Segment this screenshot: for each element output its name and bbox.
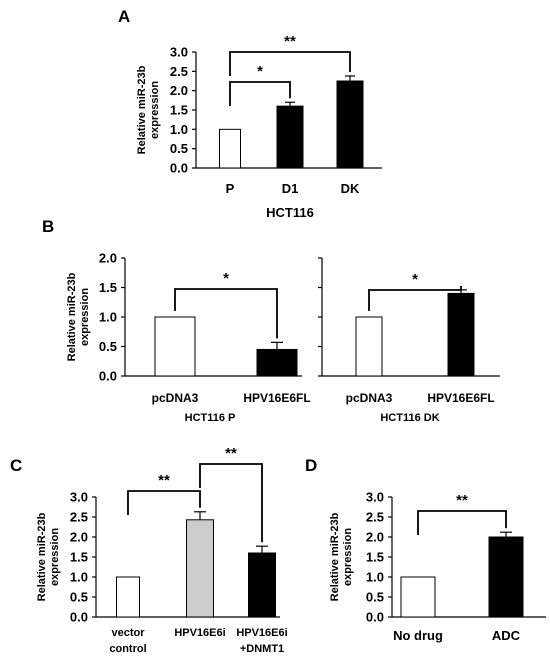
significance-bracket [417,510,507,535]
panel-d: D Relative miR-23bexpression 0.0 0.5 1.0 1.5 2… [305,456,546,643]
x-category-label: DK [341,181,360,196]
y-tick-label: 3.0 [170,45,188,60]
y-axis-title-line: Relative miR-23b [136,65,148,154]
bar [400,576,436,618]
bar [154,316,196,377]
x-category-label: HPV16E6FL [243,391,310,405]
bar [488,536,524,618]
x-category-label: HPV16E6i [236,627,287,639]
y-tick-label: 1.0 [99,310,117,325]
x-axis-title: HCT116 [266,205,314,220]
y-axis-title: Relative miR-23bexpression [136,65,161,154]
x-category-label: control [109,643,146,655]
significance-label: ** [158,472,170,489]
y-tick-label: 0.5 [99,339,117,354]
y-tick-label: 2.5 [170,64,188,79]
x-axis-title: HCT116 P [185,412,236,424]
y-axis-title-line: expression [79,288,91,346]
panel-letter: A [118,7,130,26]
panel-a: A Relative miR-23bexpression 0.0 0.5 1.0 1.5 2… [118,7,382,220]
y-tick-label: 2.0 [99,251,117,266]
x-category-label: P [226,181,235,196]
significance-label: ** [456,492,468,509]
x-category-label: +DNMT1 [240,643,284,655]
y-axis-title-line: expression [342,528,354,586]
significance-label: * [257,63,263,80]
y-tick-label: 0.0 [99,369,117,384]
y-tick-label: 1.5 [366,550,384,565]
y-tick-label: 0.0 [70,610,88,625]
x-category-label: vector [111,627,145,639]
y-tick-label: 3.0 [366,490,384,505]
y-tick-label: 1.5 [170,103,188,118]
y-tick-label: 0.0 [366,610,384,625]
y-axis-title-line: expression [149,81,161,139]
bar [355,316,383,377]
significance-bracket [229,81,291,106]
y-tick-label: 2.5 [70,510,88,525]
y-tick-label: 2.0 [170,83,188,98]
y-tick-label: 2.0 [366,530,384,545]
panel-c: C Relative miR-23bexpression 0.0 0.5 1.0 1.5 2… [10,445,288,655]
y-tick-label: 2.0 [70,530,88,545]
significance-bracket [368,285,462,311]
y-axis-title: Relative miR-23bexpression [36,512,61,601]
x-category-label: No drug [393,628,443,643]
y-tick-label: 0.0 [170,161,188,176]
x-category-label: D1 [282,181,299,196]
y-tick-label: 1.5 [70,550,88,565]
y-tick-label: 3.0 [70,490,88,505]
panel-b: B Relative miR-23bexpression 0.0 0.5 1.0 1.5 2… [42,217,500,424]
bar [219,128,241,169]
bar [276,105,304,169]
bar [256,348,298,377]
panel-letter: B [42,217,54,236]
y-tick-label: 1.5 [99,280,117,295]
y-axis-title-line: Relative miR-23b [36,512,48,601]
bar [336,80,364,169]
y-axis-title-line: Relative miR-23b [66,272,78,361]
panel-letter: D [305,456,317,475]
x-category-label: pcDNA3 [346,391,393,405]
x-category-label: ADC [492,628,521,643]
y-tick-label: 0.5 [170,141,188,156]
significance-label: * [412,271,418,288]
y-tick-label: 1.0 [366,570,384,585]
significance-label: ** [284,33,296,50]
significance-label: ** [225,445,237,462]
significance-bracket [127,490,201,515]
y-axis-title: Relative miR-23bexpression [329,512,354,601]
y-tick-label: 1.0 [70,570,88,585]
y-axis-title-line: Relative miR-23b [329,512,341,601]
panel-letter: C [10,456,22,475]
bar [186,519,214,618]
bar [248,552,276,618]
significance-bracket [174,288,278,339]
y-axis-title: Relative miR-23bexpression [66,272,91,361]
bar [116,576,140,618]
significance-bracket [199,463,263,543]
x-category-label: HPV16E6i [174,627,225,639]
significance-label: * [223,270,229,287]
bar [447,292,475,377]
y-tick-label: 1.0 [170,122,188,137]
significance-bracket [229,51,351,76]
y-tick-label: 2.5 [366,510,384,525]
y-tick-label: 0.5 [70,590,88,605]
x-category-label: HPV16E6FL [427,391,494,405]
x-category-label: pcDNA3 [152,391,199,405]
x-axis-title: HCT116 DK [380,412,439,424]
y-axis-title-line: expression [49,528,61,586]
y-tick-label: 0.5 [366,590,384,605]
